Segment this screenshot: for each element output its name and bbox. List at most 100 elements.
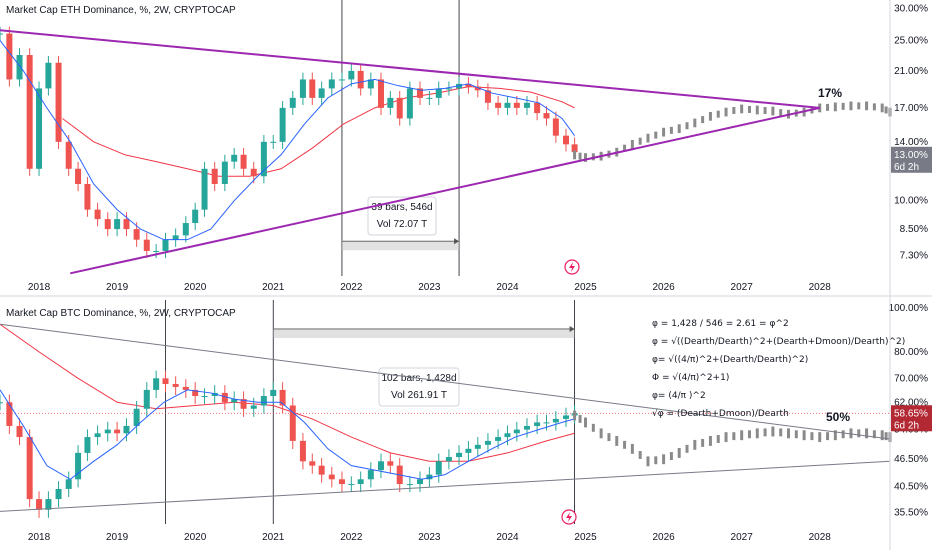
candle-body	[504, 102, 511, 108]
y-tick-label: 70.00%	[894, 373, 928, 384]
eth-dominance-panel[interactable]: Market Cap ETH Dominance, %, 2W, CRYPTOC…	[0, 0, 932, 293]
candle-body	[84, 183, 91, 210]
candle-body	[309, 461, 316, 466]
candle-body	[367, 79, 374, 89]
x-tick-label: 2028	[809, 532, 832, 543]
candle-body	[513, 102, 520, 108]
candle-body	[65, 141, 72, 169]
date-range-arrowhead	[454, 238, 460, 245]
candle-body	[552, 118, 559, 136]
trendline[interactable]	[0, 323, 891, 440]
candle-body	[435, 88, 442, 98]
candle-body	[387, 97, 394, 108]
candle-body	[250, 168, 257, 177]
price-tag	[891, 146, 932, 173]
candle-body	[153, 378, 160, 390]
x-tick-label: 2018	[28, 282, 51, 293]
chart-title: Market Cap ETH Dominance, %, 2W, CRYPTOC…	[6, 5, 236, 16]
candle-body	[36, 499, 43, 510]
candle-body	[523, 425, 530, 430]
date-range-arrowhead	[569, 326, 575, 333]
y-tick-label: 100.00%	[889, 303, 929, 314]
btc-dominance-panel[interactable]: Market Cap BTC Dominance, %, 2W, CRYPTOC…	[0, 300, 932, 543]
moving-average-blue	[0, 40, 576, 241]
candle-body	[65, 479, 72, 489]
candle-body	[162, 378, 169, 385]
y-tick-label: 25.00%	[894, 35, 928, 46]
candle-body	[94, 433, 101, 438]
price-tag-value: 58.65%	[894, 408, 928, 419]
apex-percent-label: 50%	[826, 410, 850, 424]
candle-body	[338, 79, 345, 81]
candle-body	[318, 88, 325, 98]
trendline[interactable]	[0, 460, 891, 512]
candle-body	[396, 97, 403, 119]
y-tick-label: 7.30%	[900, 251, 928, 262]
candle-body	[406, 88, 413, 119]
candle-body	[348, 484, 355, 486]
candle-body	[240, 154, 247, 169]
candle-body	[182, 386, 189, 390]
candle-body	[552, 418, 559, 423]
candlesticks	[0, 26, 578, 259]
lightning-glyph	[566, 512, 572, 522]
candle-body	[456, 452, 463, 458]
y-tick-label: 62.00%	[894, 397, 928, 408]
date-range-band[interactable]	[341, 240, 460, 251]
date-range-band[interactable]	[273, 328, 575, 339]
candle-body	[279, 107, 286, 142]
measure-bars-text: 39 bars, 546d	[371, 202, 432, 213]
chart-title: Market Cap BTC Dominance, %, 2W, CRYPTOC…	[6, 308, 236, 319]
candle-body	[6, 402, 13, 426]
candle-body	[523, 102, 530, 108]
trendline[interactable]	[70, 106, 820, 275]
candle-body	[543, 113, 550, 119]
candle-body	[417, 479, 424, 485]
candle-body	[114, 219, 121, 230]
x-tick-label: 2025	[574, 282, 597, 293]
candle-body	[563, 135, 570, 145]
measure-vol-text: Vol 72.07 T	[377, 219, 427, 230]
candle-body	[16, 425, 23, 438]
projection-path	[573, 101, 892, 162]
candle-body	[571, 144, 578, 153]
x-tick-label: 2018	[28, 532, 51, 543]
projection-path	[573, 410, 892, 467]
candle-body	[484, 440, 491, 445]
candle-body	[133, 408, 140, 426]
candle-body	[328, 79, 335, 89]
y-tick-label: 17.00%	[894, 103, 928, 114]
candle-body	[45, 62, 52, 89]
x-tick-label: 2019	[106, 532, 129, 543]
candle-body	[309, 79, 316, 98]
candle-body	[172, 235, 179, 240]
candle-body	[387, 461, 394, 466]
candle-body	[75, 452, 82, 480]
y-tick-label: 10.00%	[894, 196, 928, 207]
candle-body	[114, 429, 121, 434]
candle-body	[182, 223, 189, 236]
candle-body	[94, 209, 101, 220]
price-tag	[891, 405, 932, 432]
candle-body	[143, 389, 150, 409]
candle-body	[123, 219, 130, 230]
candle-body	[153, 250, 160, 252]
candle-body	[426, 97, 433, 99]
candle-body	[279, 389, 286, 406]
candle-body	[192, 209, 199, 224]
trendline[interactable]	[0, 29, 820, 109]
x-tick-label: 2026	[652, 532, 675, 543]
apex-percent-label: 17%	[818, 86, 842, 100]
candle-body	[357, 70, 364, 89]
x-tick-label: 2019	[106, 282, 129, 293]
measure-vol-text: Vol 261.91 T	[391, 390, 447, 401]
candle-body	[6, 33, 13, 80]
y-tick-label: 80.00%	[894, 347, 928, 358]
candle-body	[474, 86, 481, 91]
candle-body	[250, 405, 257, 409]
candle-body	[0, 402, 3, 404]
candle-body	[16, 54, 23, 80]
candle-body	[201, 168, 208, 210]
candle-body	[45, 499, 52, 510]
candle-body	[123, 425, 130, 434]
